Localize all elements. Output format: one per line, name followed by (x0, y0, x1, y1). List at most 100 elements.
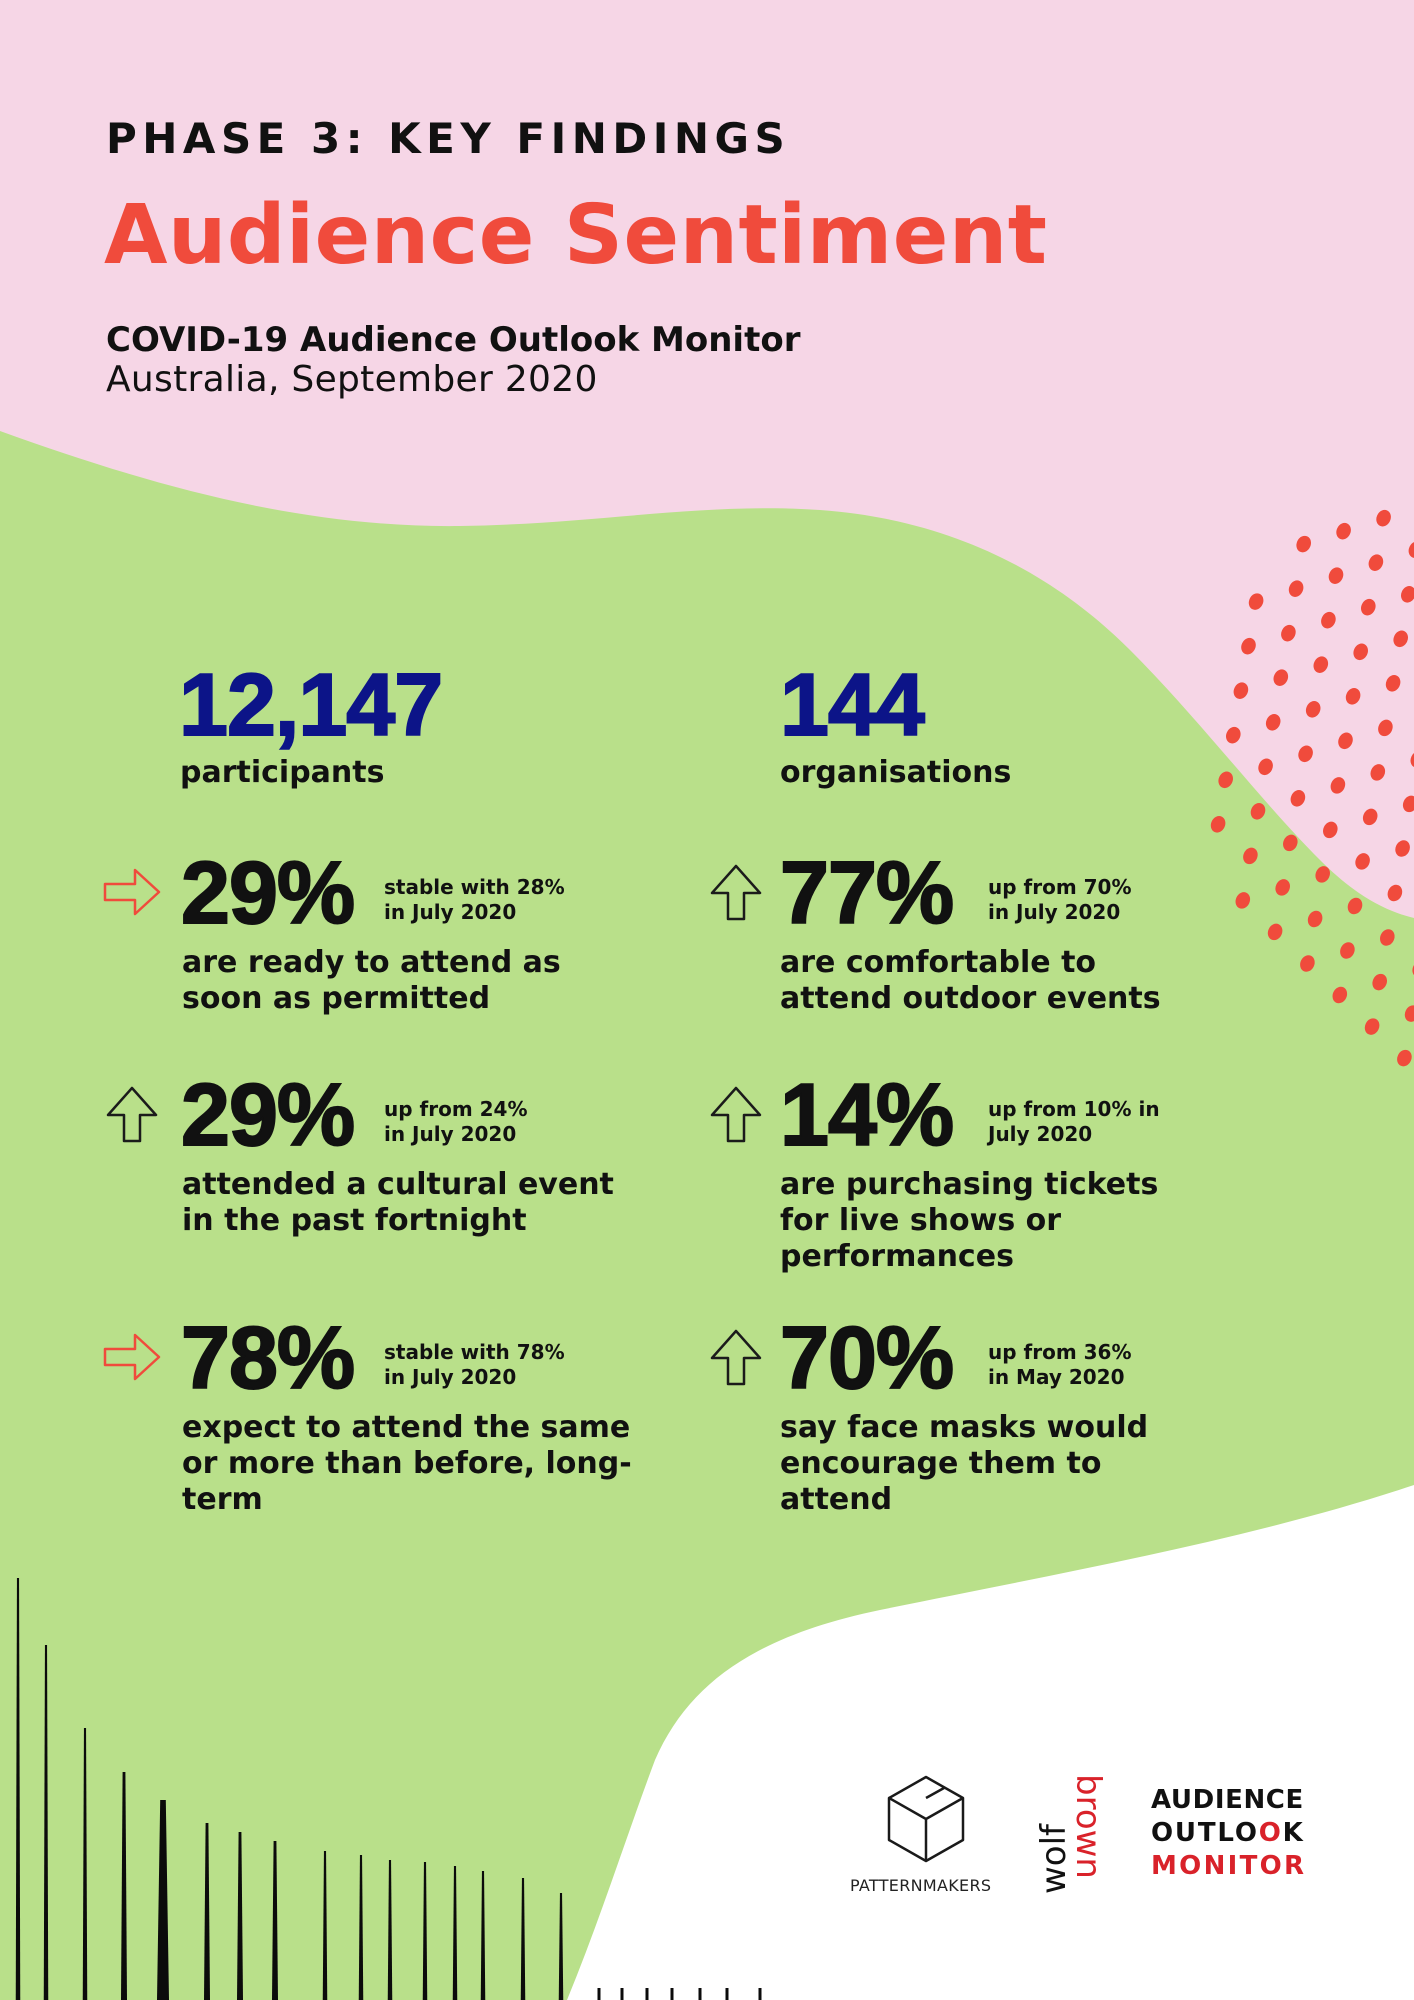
note-line: up from 24% (384, 1097, 528, 1121)
pattern-dot (1323, 821, 1338, 839)
pattern-dot (1258, 758, 1273, 776)
description-line: attended a cultural event (182, 1167, 614, 1202)
finding-change-note: up from 10% in July 2020 (988, 1097, 1160, 1147)
decorative-tick (698, 1988, 702, 2000)
note-line: July 2020 (988, 1122, 1093, 1146)
decorative-bar (237, 1832, 243, 2000)
pattern-dot (1300, 955, 1315, 972)
finding-value: 70% (779, 1308, 955, 1407)
note-line: in July 2020 (384, 900, 517, 924)
finding-value: 77% (779, 843, 955, 942)
note-line: up from 70% (988, 875, 1132, 899)
aom-logo-line-monitor: MONITOR (1151, 1851, 1307, 1881)
pattern-dot (1210, 816, 1226, 833)
arrow-right-icon (103, 868, 161, 916)
pattern-dot (1340, 942, 1355, 959)
description-line: are comfortable to (780, 945, 1097, 980)
note-line: in July 2020 (384, 1122, 517, 1146)
patternmakers-logo-icon (887, 1775, 965, 1863)
decorative-tick (645, 1988, 649, 2000)
logo-letter: K (1282, 1818, 1305, 1848)
pattern-dot (1248, 593, 1264, 610)
patternmakers-logo-text: PATTERNMAKERS (850, 1876, 992, 1895)
pattern-dot (1233, 682, 1249, 699)
finding-card: 78% stable with 78% in July 2020 expect … (102, 1308, 662, 1534)
note-line: stable with 78% (384, 1340, 565, 1364)
decorative-bar (82, 1728, 88, 2000)
finding-change-note: up from 24% in July 2020 (384, 1097, 528, 1147)
pattern-dot (1393, 630, 1408, 648)
finding-change-note: stable with 28% in July 2020 (384, 875, 565, 925)
wolfbrown-logo-part: brown (1068, 1774, 1108, 1879)
pattern-dot (1315, 866, 1330, 883)
arrow-up-icon (710, 1329, 762, 1386)
aom-logo-line-audience: AUDIENCE (1151, 1785, 1304, 1815)
pattern-dot (1355, 853, 1370, 870)
pattern-dot (1288, 580, 1304, 597)
decorative-bar (480, 1871, 486, 2000)
pattern-dot (1307, 910, 1323, 928)
description-line: are ready to attend as (182, 945, 561, 980)
organisations-label: organisations (780, 755, 1012, 790)
finding-card: 14% up from 10% in July 2020 are purchas… (706, 1065, 1266, 1291)
logo-letter: U (1174, 1818, 1198, 1848)
pattern-dot (1273, 669, 1289, 686)
decorative-tick (725, 1988, 729, 2000)
finding-card: 70% up from 36% in May 2020 say face mas… (706, 1308, 1266, 1534)
decorative-bar (272, 1841, 278, 2000)
finding-description: are comfortable to attend outdoor events (780, 945, 1161, 1017)
decorative-bar (422, 1862, 428, 2000)
finding-description: are purchasing tickets for live shows or… (780, 1167, 1158, 1275)
pattern-dot (1401, 586, 1414, 603)
finding-value: 29% (180, 843, 356, 942)
pattern-dot (1362, 808, 1378, 826)
pattern-dot (1353, 643, 1368, 661)
description-line: expect to attend the same (182, 1410, 631, 1445)
arrow-right-icon (103, 1333, 161, 1381)
pattern-dot (1267, 923, 1283, 941)
description-line: attend (780, 1482, 893, 1517)
description-line: encourage them to (780, 1446, 1102, 1481)
pattern-dot (1296, 535, 1311, 553)
organisations-count: 144 (779, 655, 926, 754)
pattern-dot (1338, 732, 1353, 750)
decorative-tick (758, 1988, 762, 2000)
decorative-bar (204, 1823, 210, 2000)
pattern-dot (1395, 840, 1410, 857)
report-name: COVID-19 Audience Outlook Monitor (106, 320, 801, 360)
finding-change-note: up from 36% in May 2020 (988, 1340, 1132, 1390)
finding-description: attended a cultural event in the past fo… (182, 1167, 614, 1239)
pattern-dot (1372, 973, 1387, 991)
arrow-up-icon (710, 1086, 762, 1143)
pattern-dot (1370, 764, 1386, 781)
participants-count: 12,147 (178, 655, 444, 754)
pattern-dot (1265, 714, 1281, 731)
decorative-bar (43, 1645, 49, 2000)
finding-value: 14% (779, 1065, 955, 1164)
finding-description: expect to attend the same or more than b… (182, 1410, 632, 1518)
note-line: up from 36% (988, 1340, 1132, 1364)
finding-change-note: up from 70% in July 2020 (988, 875, 1132, 925)
decorative-bar (322, 1851, 328, 2000)
pattern-dot (1364, 1018, 1380, 1035)
decorative-bar (15, 1578, 21, 2000)
finding-change-note: stable with 78% in July 2020 (384, 1340, 565, 1390)
pattern-dot (1218, 771, 1233, 789)
description-line: performances (780, 1239, 1014, 1274)
logo-letter: O (1258, 1818, 1283, 1848)
pattern-dot (1305, 701, 1321, 718)
dot-pattern (1210, 509, 1414, 1067)
finding-description: are ready to attend as soon as permitted (182, 945, 561, 1017)
description-line: or more than before, long- (182, 1446, 632, 1481)
pattern-dot (1385, 675, 1401, 692)
pattern-dot (1345, 688, 1361, 705)
pattern-dot (1368, 554, 1384, 571)
pattern-dot (1361, 598, 1376, 616)
finding-value: 78% (180, 1308, 356, 1407)
pattern-dot (1378, 719, 1393, 737)
description-line: attend outdoor events (780, 981, 1161, 1016)
decorative-tick (620, 1988, 624, 2000)
pattern-dot (1290, 790, 1306, 807)
description-line: are purchasing tickets (780, 1167, 1159, 1202)
